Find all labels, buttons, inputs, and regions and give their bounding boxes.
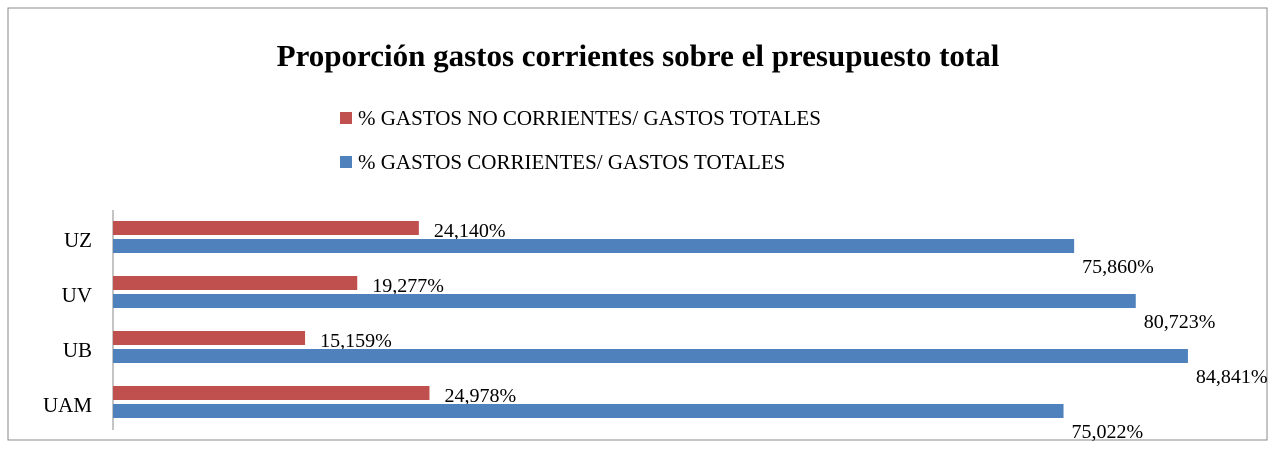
data-label: 80,723%: [1144, 311, 1216, 333]
legend-label: % GASTOS NO CORRIENTES/ GASTOS TOTALES: [358, 106, 821, 130]
bar: [113, 276, 358, 290]
data-label: 15,159%: [320, 330, 392, 352]
bar: [113, 239, 1075, 253]
y-tick-label: UB: [63, 338, 92, 362]
y-tick-label: UZ: [64, 228, 92, 252]
bar: [113, 221, 419, 235]
bar: [113, 404, 1064, 418]
legend-label: % GASTOS CORRIENTES/ GASTOS TOTALES: [358, 150, 785, 174]
data-label: 24,140%: [434, 220, 506, 242]
legend-swatch: [340, 156, 352, 168]
bar: [113, 294, 1136, 308]
y-tick-label: UAM: [43, 393, 92, 417]
legend-swatch: [340, 112, 352, 124]
chart-title: Proporción gastos corrientes sobre el pr…: [277, 38, 1000, 73]
y-tick-label: UV: [62, 283, 92, 307]
data-label: 19,277%: [372, 275, 444, 297]
bar: [113, 331, 306, 345]
bar: [113, 349, 1188, 363]
data-label: 84,841%: [1196, 366, 1268, 388]
data-label: 75,022%: [1072, 421, 1144, 443]
data-label: 24,978%: [444, 385, 516, 407]
bar: [113, 386, 430, 400]
data-label: 75,860%: [1082, 256, 1154, 278]
